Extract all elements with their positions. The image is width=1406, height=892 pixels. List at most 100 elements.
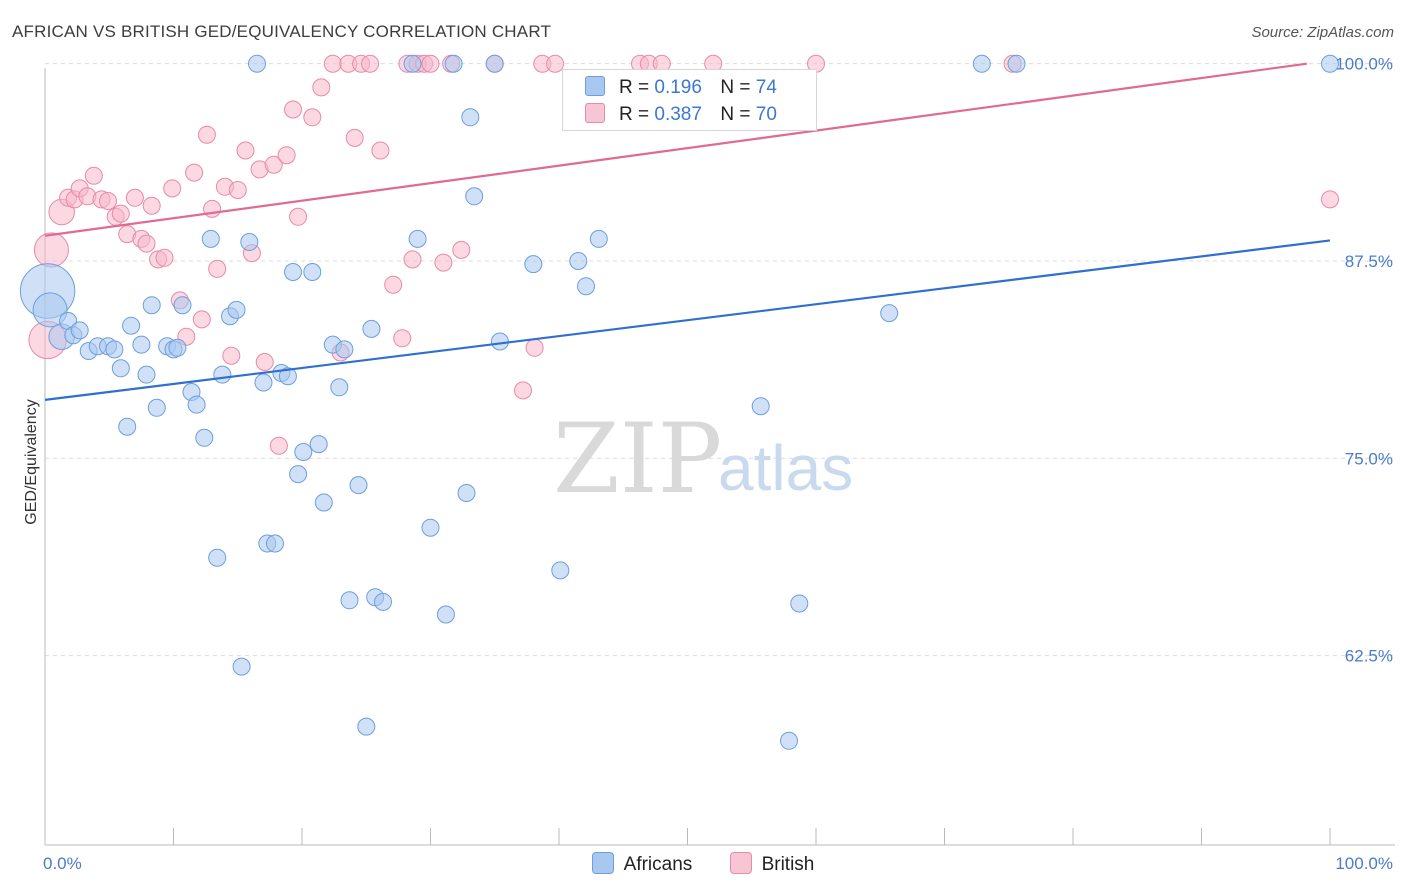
british-point bbox=[208, 259, 227, 278]
africans-point bbox=[303, 263, 322, 281]
british-r-label: R = bbox=[619, 104, 655, 125]
british-point bbox=[284, 100, 302, 119]
africans-point bbox=[208, 548, 227, 567]
africans-point bbox=[32, 292, 68, 328]
africans-point bbox=[335, 340, 354, 359]
africans-point bbox=[254, 373, 273, 392]
africans-point bbox=[289, 465, 308, 484]
africans-point bbox=[142, 296, 161, 315]
africans-point bbox=[551, 561, 570, 580]
british-point bbox=[452, 240, 471, 259]
british-point bbox=[142, 196, 161, 215]
british-point bbox=[384, 275, 403, 294]
british-point bbox=[269, 436, 288, 455]
british-point bbox=[303, 108, 322, 127]
british-trend-line bbox=[44, 62, 1307, 237]
africans-point bbox=[490, 332, 509, 351]
british-legend-swatch bbox=[729, 852, 752, 874]
y-tick-label: 100.0% bbox=[1335, 55, 1393, 74]
british-point bbox=[403, 250, 422, 269]
africans-point bbox=[248, 54, 266, 73]
africans-point bbox=[105, 340, 124, 359]
africans-legend-swatch bbox=[591, 852, 614, 874]
british-point bbox=[192, 310, 211, 329]
british-point bbox=[33, 232, 69, 268]
africans-point bbox=[132, 335, 151, 354]
legend-item-british[interactable]: British bbox=[729, 852, 814, 876]
legend-item-africans[interactable]: Africans bbox=[591, 852, 692, 876]
africans-point bbox=[751, 397, 770, 416]
africans-point bbox=[173, 296, 192, 315]
africans-point bbox=[569, 252, 588, 270]
trend-lines bbox=[44, 62, 1331, 401]
british-point bbox=[277, 146, 296, 165]
legend-row-africans: R = 0.196 N = 74 bbox=[585, 76, 777, 99]
british-n-label: N = bbox=[720, 104, 756, 125]
africans-point bbox=[461, 108, 480, 127]
africans-n-value: 74 bbox=[755, 77, 777, 98]
stats-legend: R = 0.196 N = 74 R = 0.387 N = 70 bbox=[562, 69, 817, 131]
british-point bbox=[99, 192, 117, 210]
africans-point bbox=[111, 359, 130, 378]
british-point bbox=[323, 54, 342, 73]
x-tick-label: 0.0% bbox=[43, 854, 82, 873]
africans-point bbox=[147, 398, 166, 417]
british-point bbox=[421, 54, 440, 73]
africans-point bbox=[403, 54, 422, 73]
africans-r-label: R = bbox=[619, 77, 655, 98]
africans-point bbox=[309, 435, 328, 454]
british-point bbox=[289, 207, 308, 226]
africans-point bbox=[232, 657, 251, 676]
british-point bbox=[222, 346, 241, 365]
africans-point bbox=[122, 316, 141, 335]
british-swatch bbox=[585, 103, 605, 123]
british-point bbox=[312, 78, 331, 97]
british-point bbox=[345, 128, 364, 147]
africans-point bbox=[444, 54, 463, 73]
africans-point bbox=[780, 731, 798, 750]
africans-point bbox=[118, 417, 137, 436]
africans-point bbox=[349, 476, 368, 495]
y-tick-label: 87.5% bbox=[1345, 252, 1393, 271]
africans-point bbox=[240, 233, 259, 251]
y-tick-label: 75.0% bbox=[1345, 449, 1393, 468]
africans-point bbox=[137, 365, 156, 384]
africans-r-value: 0.196 bbox=[654, 77, 702, 98]
africans-point bbox=[227, 300, 246, 319]
africans-point bbox=[972, 54, 991, 73]
africans-point bbox=[457, 484, 476, 502]
y-tick-label: 62.5% bbox=[1345, 647, 1393, 666]
british-point bbox=[255, 353, 274, 371]
chart-source: Source: ZipAtlas.com bbox=[1251, 24, 1394, 41]
british-point bbox=[155, 248, 174, 267]
africans-point bbox=[278, 367, 297, 386]
africans-point bbox=[70, 321, 89, 340]
british-point bbox=[264, 155, 283, 174]
british-point bbox=[228, 181, 247, 199]
watermark-zip: ZIP bbox=[553, 403, 722, 515]
africans-point bbox=[524, 255, 543, 274]
africans-point bbox=[187, 395, 206, 414]
africans-n-label: N = bbox=[720, 77, 756, 98]
africans-point bbox=[294, 443, 313, 461]
british-point bbox=[546, 54, 565, 73]
british-point bbox=[236, 141, 255, 160]
british-point bbox=[185, 163, 204, 182]
british-point bbox=[125, 188, 144, 207]
africans-point bbox=[436, 605, 455, 624]
british-point bbox=[163, 179, 182, 198]
africans-point bbox=[485, 54, 504, 73]
british-r-value: 0.387 bbox=[654, 104, 702, 125]
africans-point bbox=[340, 591, 359, 610]
y-axis-label: GED/Equivalency bbox=[23, 399, 40, 524]
africans-point bbox=[201, 229, 220, 248]
africans-point bbox=[465, 187, 484, 206]
africans-point bbox=[577, 277, 595, 296]
british-n-value: 70 bbox=[755, 104, 777, 125]
series-legend: Africans British bbox=[0, 852, 1406, 876]
british-point bbox=[371, 141, 390, 160]
chart-title: AFRICAN VS BRITISH GED/EQUIVALENCY CORRE… bbox=[12, 22, 552, 41]
africans-trend-line bbox=[44, 239, 1331, 401]
africans-point bbox=[362, 319, 381, 338]
